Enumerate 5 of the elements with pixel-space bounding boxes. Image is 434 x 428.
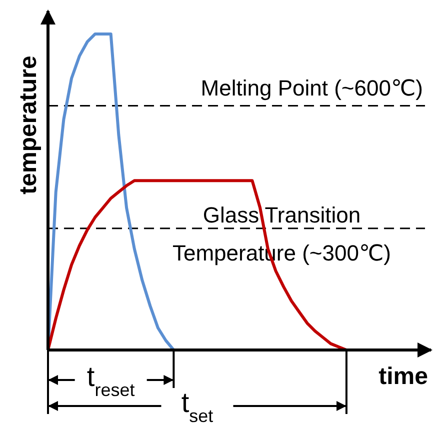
text: t$_{reset}$ (86, 361, 135, 400)
y-axis-title: temperature (15, 56, 42, 194)
x-axis-title: time (378, 363, 428, 390)
text: t$_{set}$ (181, 387, 214, 426)
ref-line-label: Melting Point (~600℃) (200, 76, 423, 101)
